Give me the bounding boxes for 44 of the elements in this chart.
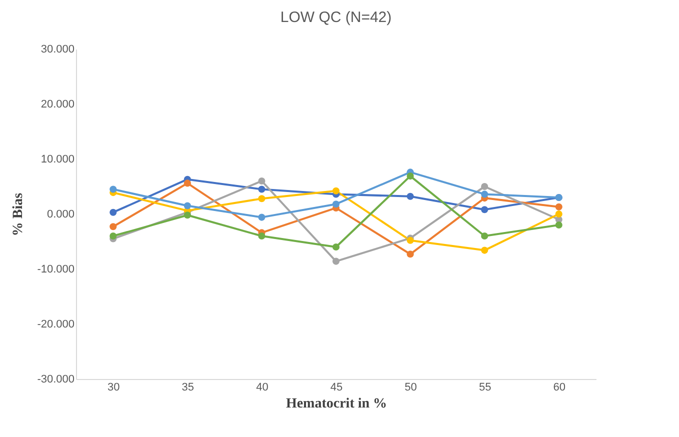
x-axis-title: Hematocrit in % bbox=[286, 396, 388, 412]
point bbox=[332, 187, 340, 194]
point bbox=[481, 232, 488, 240]
y-tick-label: 10.000 bbox=[40, 154, 74, 166]
y-tick-label: -30.000 bbox=[37, 374, 74, 386]
y-tick-label: -10.000 bbox=[37, 264, 74, 276]
point bbox=[184, 202, 191, 210]
point bbox=[481, 182, 488, 190]
chart-title: LOW QC (N=42) bbox=[280, 9, 392, 26]
point bbox=[481, 190, 488, 198]
x-tick-label: 45 bbox=[330, 382, 343, 394]
x-tick-label: 55 bbox=[478, 382, 492, 394]
y-tick-label: 30.000 bbox=[40, 44, 74, 56]
point bbox=[258, 214, 266, 221]
point bbox=[332, 258, 340, 265]
y-tick-label: 20.000 bbox=[40, 98, 74, 110]
point bbox=[258, 186, 266, 193]
point bbox=[258, 177, 266, 185]
point bbox=[481, 206, 488, 214]
y-tick-label: 0.000 bbox=[46, 208, 74, 220]
x-tick-label: 30 bbox=[108, 382, 120, 394]
point bbox=[555, 203, 562, 210]
point bbox=[332, 200, 340, 208]
point bbox=[406, 172, 414, 180]
point bbox=[258, 195, 266, 202]
point bbox=[110, 208, 117, 216]
point bbox=[555, 221, 562, 229]
point bbox=[258, 232, 266, 240]
x-tick-label: 60 bbox=[553, 382, 566, 394]
point bbox=[110, 232, 117, 240]
point bbox=[110, 223, 117, 230]
point bbox=[406, 192, 414, 200]
y-axis-title: % Bias bbox=[11, 192, 26, 236]
point bbox=[184, 212, 191, 219]
x-tick-label: 35 bbox=[182, 382, 194, 394]
point bbox=[481, 246, 488, 254]
x-tick-label: 50 bbox=[404, 382, 417, 394]
point bbox=[332, 243, 340, 251]
x-tick-label: 40 bbox=[256, 382, 268, 394]
point bbox=[184, 180, 191, 187]
y-tick-label: -20.000 bbox=[37, 318, 74, 330]
point bbox=[406, 250, 414, 258]
point bbox=[110, 186, 117, 193]
point bbox=[555, 210, 562, 218]
